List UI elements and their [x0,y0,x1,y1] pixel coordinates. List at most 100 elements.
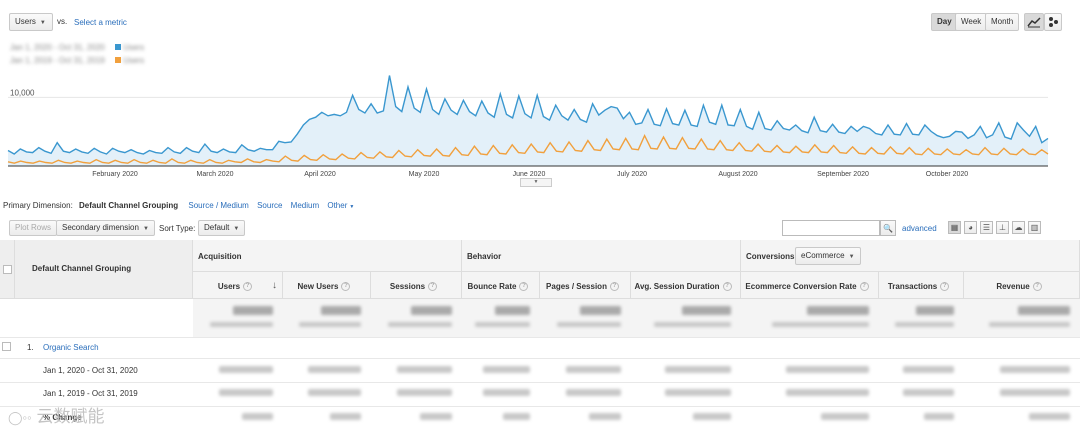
advanced-link[interactable]: advanced [902,224,937,233]
total-value-blurred [371,306,452,317]
cell-value-blurred [631,389,731,398]
cell-value-blurred [540,389,621,398]
row-organic-search-link[interactable]: Organic Search [43,343,99,352]
sort-type-label: Sort Type: [159,224,196,233]
table-view-icon[interactable]: ▦ [948,221,961,234]
col-header-6[interactable]: Ecommerce Conversion Rate? [741,282,873,292]
col-header-3[interactable]: Bounce Rate? [462,282,534,292]
sort-type-select[interactable]: Default ▼ [198,220,246,236]
help-icon: ? [341,282,351,292]
chevron-down-icon: ▼ [142,226,149,232]
week-button[interactable]: Week [955,13,988,31]
total-subvalue-blurred [283,320,361,329]
series-line-previous [7,133,1049,164]
row-current-period-label: Jan 1, 2020 - Oct 31, 2020 [43,366,138,375]
cell-value-blurred [462,389,530,398]
search-icon[interactable]: 🔍 [880,220,896,236]
help-icon: ? [243,282,253,292]
col-header-cell[interactable] [193,272,283,299]
legend-swatch-current [114,44,121,50]
metric-select[interactable]: Users ▼ [9,13,53,31]
cell-value-blurred [283,366,361,375]
total-subvalue-blurred [879,320,954,329]
cell-value-blurred [540,413,621,422]
performance-view-icon[interactable]: ☰ [980,221,993,234]
plot-rows-button[interactable]: Plot Rows [9,220,58,236]
cell-value-blurred [371,389,452,398]
row-checkbox[interactable] [2,342,11,351]
series-area-current [8,75,1048,166]
behavior-group-cell [462,240,741,272]
col-header-2[interactable]: Sessions? [371,282,456,292]
dim-source-medium[interactable]: Source / Medium [188,201,249,210]
cell-value-blurred [193,389,273,398]
dimension-header: Default Channel Grouping [32,264,132,273]
cell-value-blurred [462,366,530,375]
col-header-4[interactable]: Pages / Session? [540,282,625,292]
total-value-blurred [283,306,361,317]
cell-value-blurred [741,413,869,422]
primary-dimension-bar: Primary Dimension: Default Channel Group… [3,201,354,210]
col-header-7[interactable]: Transactions? [879,282,958,292]
behavior-group-header: Behavior [467,252,502,261]
select-all-checkbox[interactable] [3,265,12,274]
comparison-view-icon[interactable]: ⊥ [996,221,1009,234]
month-button[interactable]: Month [985,13,1020,31]
cell-value-blurred [371,366,452,375]
cell-value-blurred [879,366,954,375]
cell-value-blurred [193,366,273,375]
cell-value-blurred [371,413,452,422]
conversion-type-select[interactable]: eCommerce ▼ [795,247,861,265]
secondary-dimension-select[interactable]: Secondary dimension ▼ [56,220,155,236]
x-tick-label: August 2020 [718,171,757,178]
acquisition-group-cell [193,240,462,272]
col-header-cell[interactable] [631,272,741,299]
legend-swatch-previous [114,57,121,63]
legend-dates-previous: Jan 1, 2019 - Oct 31, 2019 [10,56,105,65]
chart-collapse-handle[interactable]: ▼ [520,178,552,187]
help-icon: ? [428,282,438,292]
total-subvalue-blurred [371,320,452,329]
totals-row [193,299,1080,337]
pie-view-icon[interactable]: ◕ [964,221,977,234]
primary-dimension-current: Default Channel Grouping [79,201,179,210]
dim-medium[interactable]: Medium [290,201,320,210]
col-header-cell[interactable] [283,272,371,299]
total-value-blurred [462,306,530,317]
users-line-chart: 10,000 February 2020 March 2020 April 2020 M… [7,75,1049,178]
x-tick-label: October 2020 [926,171,969,178]
pivot-view-icon[interactable]: ▥ [1028,221,1041,234]
col-header-8[interactable]: Revenue? [964,282,1074,292]
x-tick-label: February 2020 [92,171,138,178]
vs-label: vs. [57,17,68,26]
total-subvalue-blurred [964,320,1070,329]
cell-value-blurred [283,413,361,422]
term-cloud-icon[interactable]: ☁ [1012,221,1025,234]
x-tick-label: September 2020 [817,171,869,178]
primary-dimension-label: Primary Dimension: [3,201,73,210]
col-header-cell[interactable] [964,272,1080,299]
cell-value-blurred [462,413,530,422]
col-header-cell[interactable] [879,272,964,299]
chevron-down-icon: ▼ [39,20,46,26]
cell-value-blurred [879,389,954,398]
dim-source[interactable]: Source [257,201,283,210]
table-search-input[interactable] [782,220,880,236]
cell-value-blurred [540,366,621,375]
col-header-cell[interactable] [741,272,879,299]
col-header-5[interactable]: Avg. Session Duration? [631,282,735,292]
x-tick-label: March 2020 [197,171,234,178]
x-tick-label: May 2020 [409,171,440,178]
total-value-blurred [879,306,954,317]
total-value-blurred [193,306,273,317]
col-header-0[interactable]: Users? [193,282,277,292]
line-chart-icon[interactable] [1024,13,1044,31]
watermark-logo-icon: ◯◦◦ [8,410,32,425]
col-header-1[interactable]: New Users? [283,282,365,292]
sort-arrow-icon: ↓ [272,280,277,291]
select-metric-link[interactable]: Select a metric [74,18,127,27]
col-header-cell[interactable] [371,272,462,299]
dim-other[interactable]: Other [327,201,348,210]
motion-chart-icon[interactable] [1044,13,1062,31]
cell-value-blurred [631,366,731,375]
